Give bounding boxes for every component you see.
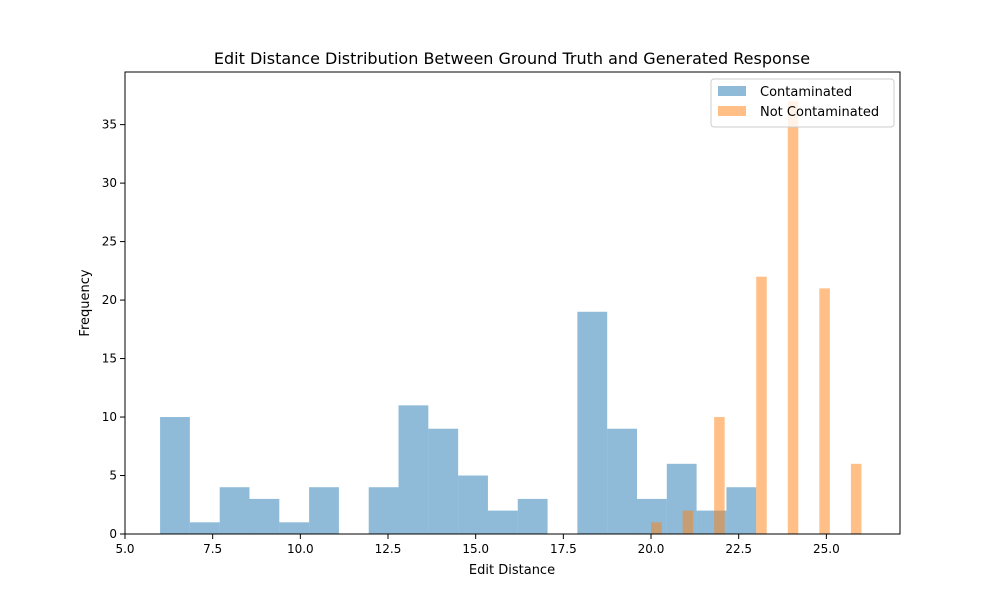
bar-contaminated-3 (249, 498, 280, 534)
y-tick-label: 10 (102, 410, 117, 424)
x-tick-label: 15.0 (462, 542, 489, 556)
bar-contaminated-4 (279, 522, 310, 534)
x-tick-label: 12.5 (375, 542, 402, 556)
bar-not-contaminated-0 (651, 522, 662, 534)
bar-contaminated-11 (517, 498, 548, 534)
bar-contaminated-13 (607, 428, 637, 534)
y-tick-label: 20 (102, 293, 117, 307)
bar-not-contaminated-4 (787, 101, 799, 534)
chart-title: Edit Distance Distribution Between Groun… (214, 49, 810, 68)
bar-not-contaminated-5 (819, 288, 830, 534)
bar-contaminated-10 (487, 510, 518, 534)
x-axis-label: Edit Distance (469, 563, 555, 578)
x-tick-label: 25.0 (813, 542, 840, 556)
x-tick-label: 22.5 (725, 542, 752, 556)
y-axis-ticks: 0 5 10 15 20 25 30 35 (102, 118, 125, 541)
bar-contaminated-7 (398, 405, 429, 534)
bar-contaminated-8 (428, 428, 459, 534)
bar-contaminated-17 (726, 487, 757, 534)
legend-swatch-not-contaminated (718, 106, 746, 116)
bar-contaminated-1 (189, 522, 220, 534)
y-tick-label: 0 (109, 527, 117, 541)
legend-swatch-contaminated (718, 86, 746, 96)
bar-contaminated-6 (368, 487, 399, 534)
x-tick-label: 5.0 (115, 542, 134, 556)
y-tick-label: 30 (102, 176, 117, 190)
bar-not-contaminated-1 (682, 510, 694, 534)
legend-label-not-contaminated: Not Contaminated (760, 105, 879, 120)
y-axis-label: Frequency (78, 269, 93, 336)
x-tick-label: 17.5 (550, 542, 577, 556)
bar-not-contaminated-3 (756, 276, 767, 534)
bar-contaminated-5 (309, 487, 339, 534)
x-tick-label: 7.5 (203, 542, 222, 556)
y-tick-label: 25 (102, 235, 117, 249)
bar-contaminated-0 (160, 417, 190, 534)
legend: Contaminated Not Contaminated (710, 78, 895, 128)
bar-contaminated-2 (219, 487, 250, 534)
legend-frame (710, 78, 895, 128)
plot-frame (124, 71, 901, 535)
bars-group (160, 101, 862, 534)
y-tick-label: 35 (102, 118, 117, 132)
y-tick-label: 5 (109, 469, 117, 483)
bar-not-contaminated-6 (850, 463, 862, 534)
x-axis-ticks: 5.0 7.5 10.0 12.5 15.0 17.5 20.0 22.5 25.0 (115, 534, 840, 556)
x-tick-label: 10.0 (287, 542, 314, 556)
bar-contaminated-12 (577, 311, 608, 534)
bar-contaminated-9 (458, 475, 488, 534)
bar-not-contaminated-2 (714, 417, 725, 534)
legend-label-contaminated: Contaminated (760, 85, 852, 100)
y-tick-label: 15 (102, 352, 117, 366)
x-tick-label: 20.0 (638, 542, 665, 556)
